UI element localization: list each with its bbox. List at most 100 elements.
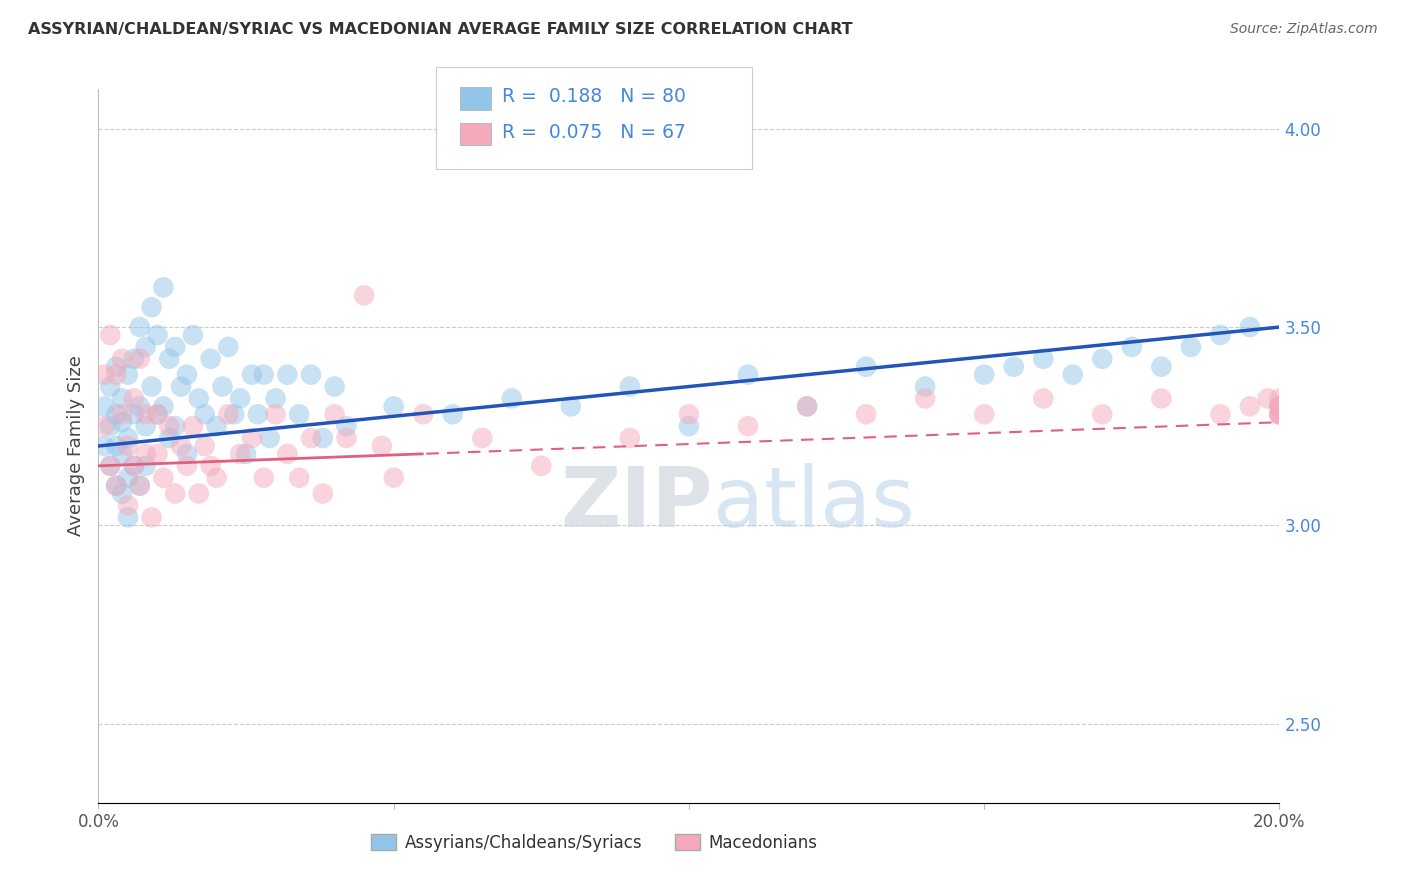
Point	[194, 407, 217, 421]
Point	[217, 407, 239, 421]
Point	[619, 431, 641, 445]
Point	[157, 419, 180, 434]
Point	[152, 280, 174, 294]
Point	[98, 379, 121, 393]
Point	[111, 486, 134, 500]
Point	[146, 407, 169, 421]
Point	[1268, 400, 1291, 414]
Point	[1150, 392, 1173, 406]
Point	[353, 288, 375, 302]
Point	[299, 431, 322, 445]
Point	[128, 478, 150, 492]
Point	[93, 439, 115, 453]
Point	[194, 439, 217, 453]
Point	[371, 439, 394, 453]
Point	[111, 392, 134, 406]
Point	[253, 368, 276, 382]
Point	[560, 400, 582, 414]
Text: R =  0.188   N = 80: R = 0.188 N = 80	[502, 87, 686, 106]
Point	[1002, 359, 1025, 374]
Point	[1257, 392, 1279, 406]
Point	[323, 379, 346, 393]
Text: ZIP: ZIP	[560, 463, 713, 543]
Point	[1091, 407, 1114, 421]
Point	[146, 328, 169, 343]
Point	[914, 392, 936, 406]
Point	[619, 379, 641, 393]
Point	[128, 320, 150, 334]
Point	[1268, 407, 1291, 421]
Point	[1209, 328, 1232, 343]
Point	[973, 368, 995, 382]
Point	[93, 400, 115, 414]
Point	[141, 379, 163, 393]
Point	[246, 407, 269, 421]
Text: Source: ZipAtlas.com: Source: ZipAtlas.com	[1230, 22, 1378, 37]
Point	[98, 458, 121, 473]
Point	[264, 392, 287, 406]
Point	[1032, 351, 1054, 366]
Point	[111, 447, 134, 461]
Point	[1268, 400, 1291, 414]
Point	[122, 392, 145, 406]
Text: atlas: atlas	[713, 463, 914, 543]
Point	[117, 439, 139, 453]
Point	[141, 510, 163, 524]
Point	[111, 351, 134, 366]
Point	[146, 407, 169, 421]
Point	[200, 351, 222, 366]
Point	[240, 368, 263, 382]
Point	[973, 407, 995, 421]
Point	[135, 407, 157, 421]
Point	[501, 392, 523, 406]
Point	[98, 328, 121, 343]
Point	[530, 458, 553, 473]
Point	[105, 478, 128, 492]
Point	[1268, 407, 1291, 421]
Point	[914, 379, 936, 393]
Point	[135, 419, 157, 434]
Point	[170, 379, 193, 393]
Point	[312, 431, 335, 445]
Point	[1121, 340, 1143, 354]
Point	[678, 407, 700, 421]
Point	[855, 359, 877, 374]
Point	[1239, 400, 1261, 414]
Point	[737, 368, 759, 382]
Point	[240, 431, 263, 445]
Point	[299, 368, 322, 382]
Point	[128, 351, 150, 366]
Point	[264, 407, 287, 421]
Point	[211, 379, 233, 393]
Point	[157, 351, 180, 366]
Point	[165, 486, 187, 500]
Point	[165, 419, 187, 434]
Text: R =  0.075   N = 67: R = 0.075 N = 67	[502, 122, 686, 142]
Point	[1062, 368, 1084, 382]
Point	[146, 447, 169, 461]
Point	[382, 400, 405, 414]
Point	[224, 407, 246, 421]
Point	[105, 368, 128, 382]
Point	[217, 340, 239, 354]
Point	[165, 340, 187, 354]
Legend: Assyrians/Chaldeans/Syriacs, Macedonians: Assyrians/Chaldeans/Syriacs, Macedonians	[364, 828, 824, 859]
Point	[796, 400, 818, 414]
Point	[128, 400, 150, 414]
Point	[152, 400, 174, 414]
Point	[1150, 359, 1173, 374]
Point	[111, 407, 134, 421]
Point	[117, 368, 139, 382]
Text: ASSYRIAN/CHALDEAN/SYRIAC VS MACEDONIAN AVERAGE FAMILY SIZE CORRELATION CHART: ASSYRIAN/CHALDEAN/SYRIAC VS MACEDONIAN A…	[28, 22, 853, 37]
Point	[117, 471, 139, 485]
Point	[288, 407, 311, 421]
Point	[135, 340, 157, 354]
Point	[98, 458, 121, 473]
Point	[1032, 392, 1054, 406]
Point	[93, 368, 115, 382]
Point	[181, 328, 204, 343]
Point	[276, 368, 298, 382]
Point	[1209, 407, 1232, 421]
Point	[335, 431, 357, 445]
Point	[117, 510, 139, 524]
